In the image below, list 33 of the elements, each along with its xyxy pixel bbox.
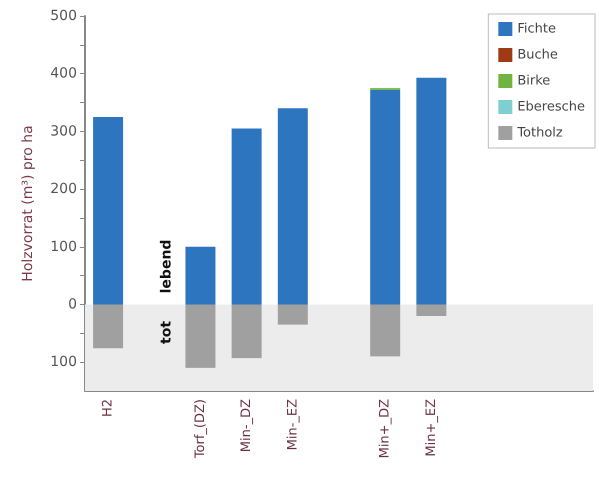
y-axis-title: Holzvorrat (m³) pro ha: [20, 125, 36, 282]
bar: [93, 116, 124, 304]
bar: [278, 304, 308, 325]
x-tick-label: H2: [100, 399, 116, 418]
x-tick-label: Min-_DZ: [239, 398, 254, 452]
bar: [93, 304, 124, 348]
legend-label: Fichte: [517, 22, 556, 36]
y-tick-label: 500: [50, 8, 77, 24]
legend-label: Buche: [517, 48, 558, 62]
annotation: tot: [158, 320, 174, 344]
bar: [232, 304, 262, 358]
bar: [185, 246, 216, 304]
x-tick-label: Min+_DZ: [378, 398, 393, 458]
x-tick-label: Min-_EZ: [285, 398, 300, 450]
bar: [416, 304, 446, 316]
y-tick-label: 100: [50, 354, 77, 370]
legend-label: Totholz: [516, 126, 563, 140]
legend-label: Eberesche: [517, 100, 586, 114]
y-tick-label: 0: [68, 296, 77, 312]
y-tick-label: 400: [50, 66, 77, 82]
x-tick-label: Min+_EZ: [424, 398, 439, 457]
bar: [232, 128, 262, 304]
y-tick-label: 200: [50, 181, 77, 198]
bar: [370, 304, 400, 356]
y-tick-label: 100: [50, 238, 77, 255]
legend-label: Birke: [517, 74, 550, 88]
bar: [185, 304, 216, 368]
bar: [416, 78, 446, 304]
y-tick-label: 300: [50, 123, 77, 140]
bar: [370, 90, 400, 304]
annotation: lebend: [158, 240, 174, 294]
bar: [278, 108, 308, 304]
x-tick-label: Torf_(DZ): [192, 399, 208, 460]
